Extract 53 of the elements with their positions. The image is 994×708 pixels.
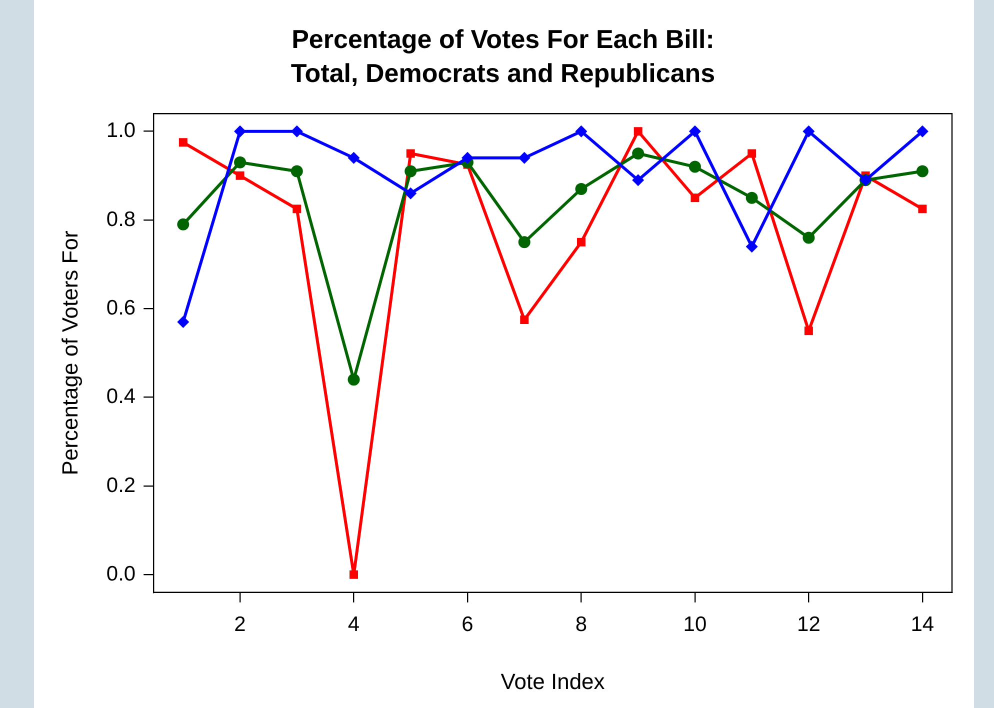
x-tick-label: 14 [910, 612, 934, 636]
point [518, 152, 530, 164]
y-tick-label: 0.8 [106, 208, 136, 231]
point [404, 187, 417, 200]
y-tick-label: 1.0 [106, 119, 136, 142]
point [350, 570, 358, 579]
point [236, 171, 244, 180]
chart-title: Percentage of Votes For Each Bill: Total, Democrats and Republicans [290, 24, 716, 88]
point [177, 218, 190, 230]
y-tick-label: 0.2 [106, 474, 136, 497]
point [632, 174, 644, 186]
point [234, 156, 246, 168]
y-tick-label: 0.0 [106, 562, 136, 586]
point [575, 182, 588, 195]
point [804, 326, 813, 336]
point [748, 149, 756, 158]
point [746, 192, 758, 204]
point [461, 152, 474, 164]
x-tick-label: 12 [797, 612, 820, 636]
point [234, 125, 246, 138]
point [916, 125, 928, 138]
point [177, 316, 190, 328]
point [688, 125, 701, 138]
y-tick-label: 0.6 [106, 296, 136, 320]
point [348, 374, 360, 386]
x-tick-label: 8 [575, 612, 588, 636]
point [634, 127, 642, 136]
point [178, 138, 188, 147]
x-tick-label: 2 [234, 612, 246, 636]
point [746, 240, 758, 253]
point [290, 125, 303, 138]
point [688, 160, 701, 173]
x-tick-label: 10 [683, 612, 707, 636]
x-axis-title: Vote Index [500, 668, 605, 694]
x-tick-label: 4 [348, 612, 360, 636]
y-tick-label: 0.4 [106, 385, 136, 408]
point [575, 125, 588, 138]
point [520, 316, 529, 324]
point [918, 204, 927, 214]
point [632, 148, 644, 160]
point [916, 165, 928, 178]
point [292, 204, 302, 214]
point [406, 149, 415, 158]
point [576, 238, 586, 246]
point [290, 165, 303, 178]
x-tick-label: 6 [462, 612, 474, 636]
y-axis-title: Percentage of Voters For [57, 230, 82, 476]
point [802, 125, 815, 138]
point [802, 232, 815, 244]
point [348, 152, 360, 164]
point [518, 236, 530, 248]
point [404, 165, 417, 178]
point [690, 194, 700, 202]
